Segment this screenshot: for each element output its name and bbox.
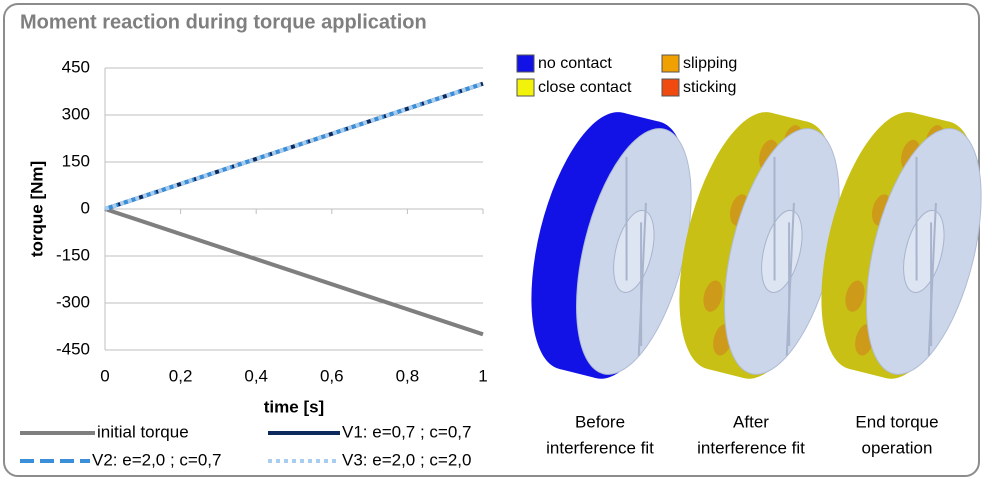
x-tick-label: 0,6 [320,366,344,385]
wheel-caption: Before [575,412,625,431]
wheel-caption: interference fit [546,438,654,457]
wheel-caption: After [733,412,769,431]
wheel-caption: interference fit [697,438,805,457]
contact-label: slipping [683,55,737,72]
wheel-illustrations [509,100,984,391]
contact-label: close contact [538,79,632,96]
x-tick-label: 1 [478,366,487,385]
contact-swatch [517,79,534,96]
figure: Moment reaction during torque applicatio… [0,0,984,481]
wheel-caption: End torque [855,412,938,431]
x-tick-label: 0,2 [169,366,193,385]
x-tick-label: 0 [100,366,109,385]
legend-label: V1: e=0,7 ; c=0,7 [342,422,471,441]
panel-title: Moment reaction during torque applicatio… [20,11,427,33]
y-tick-label: 450 [62,57,90,76]
y-tick-label: 150 [62,151,90,170]
y-tick-label: -450 [56,339,90,358]
y-tick-label: -300 [56,292,90,311]
x-tick-label: 0,4 [244,366,268,385]
wheel-caption: operation [862,438,933,457]
contact-label: sticking [683,79,736,96]
x-axis-label: time [s] [264,397,324,416]
legend-label: V3: e=2,0 ; c=2,0 [342,450,471,469]
y-axis-label: torque [Nm] [27,161,46,257]
legend-label: initial torque [97,422,189,441]
y-tick-label: 300 [62,104,90,123]
contact-swatch [517,55,534,72]
contact-swatch [662,79,679,96]
x-tick-label: 0,8 [396,366,420,385]
y-tick-label: 0 [81,198,90,217]
contact-swatch [662,55,679,72]
y-tick-label: -150 [56,245,90,264]
legend-label: V2: e=2,0 ; c=0,7 [92,450,221,469]
contact-label: no contact [538,55,612,72]
